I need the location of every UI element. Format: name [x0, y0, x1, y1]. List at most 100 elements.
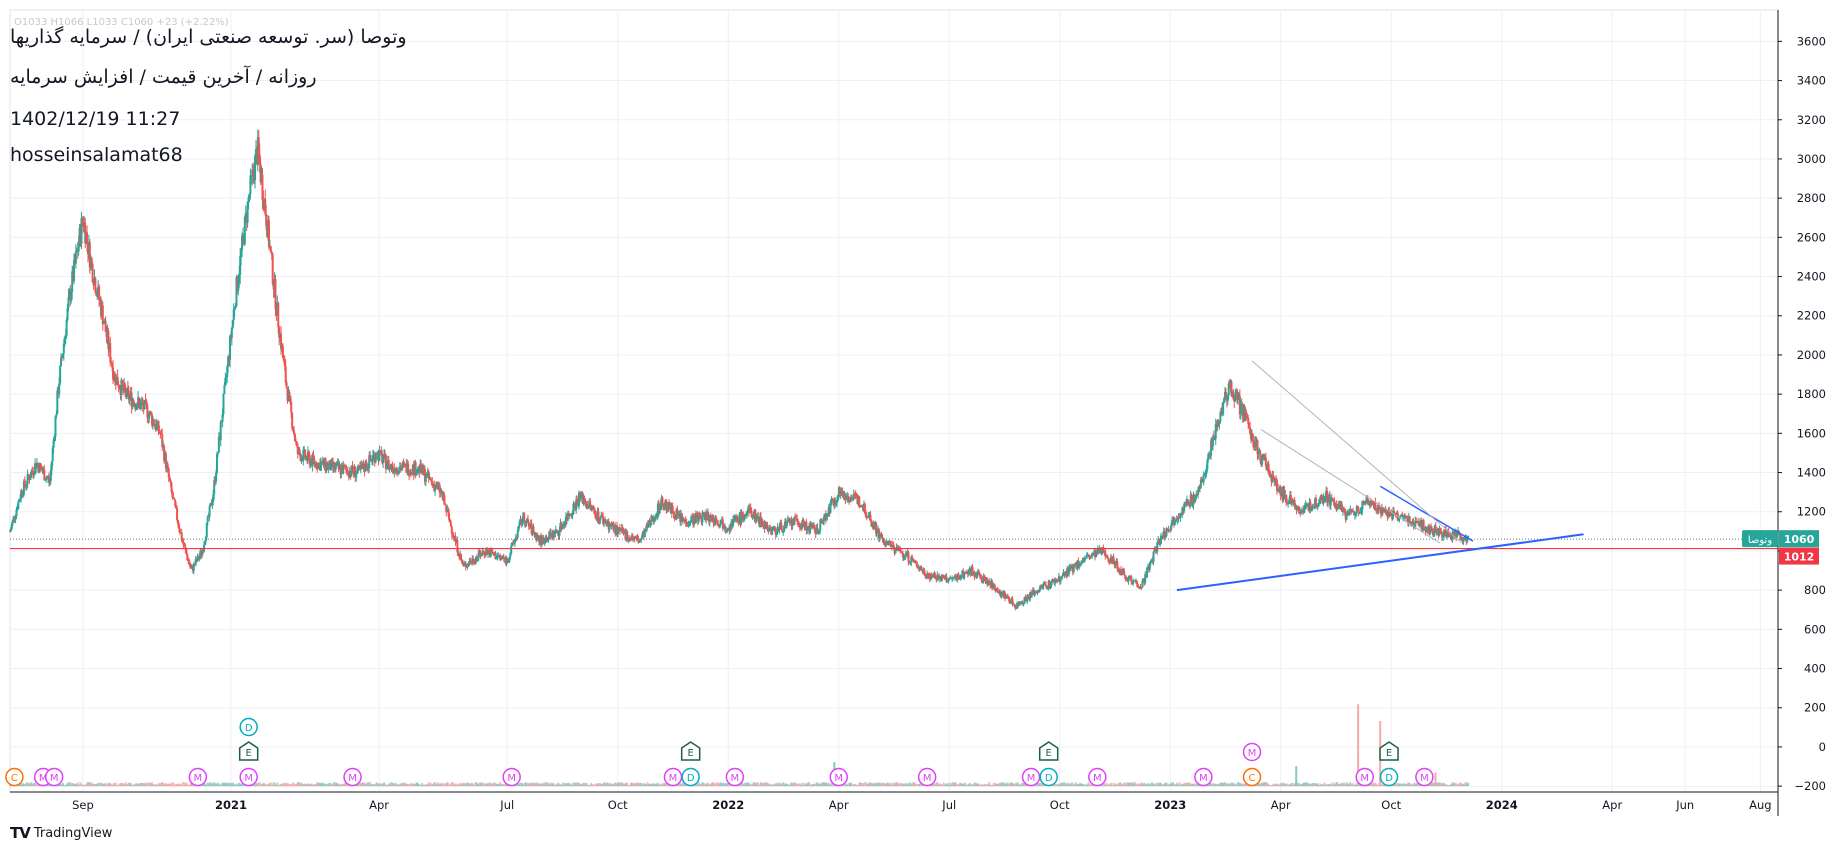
dividend-marker-icon[interactable]: [681, 767, 700, 787]
candle-body: [438, 485, 441, 493]
dividend-marker-icon[interactable]: [1379, 767, 1399, 787]
candle-body: [112, 379, 115, 381]
meeting-marker-icon[interactable]: [829, 767, 848, 787]
candle-body: [497, 555, 500, 557]
earnings-marker-icon[interactable]: [1038, 741, 1059, 761]
volume-bar: [775, 783, 778, 787]
volume-bar: [903, 783, 906, 787]
dividend-marker-icon[interactable]: [1039, 767, 1058, 787]
candle-body: [894, 548, 897, 554]
candle-body: [130, 392, 133, 407]
candle-body: [901, 551, 904, 553]
volume-bar: [1352, 783, 1355, 787]
meeting-marker-icon[interactable]: [502, 767, 521, 787]
candle-body: [270, 252, 273, 255]
event-marker-label: M: [348, 773, 357, 784]
volume-bar: [794, 782, 797, 787]
candle-body: [269, 246, 272, 253]
event-marker-label: M: [507, 773, 516, 784]
candle-body: [1390, 512, 1393, 514]
candle-body: [232, 309, 235, 321]
candle-body: [1089, 555, 1092, 559]
candle-body: [466, 563, 469, 567]
corporate-marker-icon[interactable]: [1242, 767, 1262, 787]
volume-bar: [99, 782, 102, 787]
candle-body: [1374, 501, 1377, 509]
event-marker-label: M: [1360, 773, 1369, 784]
meeting-marker-icon[interactable]: [239, 767, 258, 787]
candle-body: [170, 482, 173, 492]
candle-body: [67, 297, 70, 309]
candle-body: [1418, 522, 1421, 527]
candle-body: [1414, 520, 1417, 527]
candle-body: [1222, 401, 1225, 415]
meeting-marker-icon[interactable]: [917, 767, 937, 787]
candle-body: [598, 520, 601, 522]
earnings-marker-icon[interactable]: [1379, 741, 1399, 761]
trendline[interactable]: [1176, 533, 1584, 592]
candle-body: [858, 496, 861, 507]
candle-body: [545, 537, 548, 542]
volume-bar: [1394, 783, 1397, 787]
volume-bar: [1349, 782, 1352, 787]
candle-body: [1117, 569, 1120, 571]
candle-body: [384, 454, 387, 469]
candle-body: [722, 527, 725, 529]
candle-body: [381, 453, 384, 463]
candle-body: [686, 525, 689, 527]
volume-bar: [456, 783, 459, 787]
meeting-marker-icon[interactable]: [1088, 767, 1107, 787]
candle-body: [543, 542, 546, 544]
candle-body: [991, 583, 994, 589]
volume-bar: [67, 782, 70, 787]
meeting-marker-icon[interactable]: [1355, 767, 1374, 787]
candle-body: [1112, 556, 1115, 564]
brand-watermark[interactable]: TV TradingView: [10, 824, 112, 842]
candle-body: [805, 521, 808, 531]
event-marker-label: M: [1248, 748, 1257, 759]
meeting-marker-icon[interactable]: [1242, 742, 1262, 762]
candle-body: [621, 527, 624, 532]
meeting-marker-icon[interactable]: [44, 767, 64, 787]
candle-body: [1430, 525, 1433, 529]
candle-body: [447, 509, 450, 513]
volume-bar: [143, 783, 146, 787]
trendline[interactable]: [1260, 428, 1441, 544]
trendline[interactable]: [1379, 485, 1474, 542]
candle-body: [872, 522, 875, 529]
dividend-marker-icon[interactable]: [239, 717, 258, 737]
candle-body: [1327, 498, 1330, 503]
meeting-marker-icon[interactable]: [1415, 767, 1434, 787]
meeting-marker-icon[interactable]: [343, 767, 362, 787]
candle-body: [1432, 533, 1435, 535]
candle-body: [496, 556, 499, 559]
price-tick-label: 3600: [1797, 34, 1826, 48]
earnings-marker-icon[interactable]: [238, 741, 259, 761]
volume-bar: [889, 782, 892, 787]
volume-bar: [203, 783, 206, 787]
trendline[interactable]: [1251, 360, 1463, 544]
candle-body: [1004, 597, 1007, 599]
volume-bar: [1227, 783, 1230, 787]
meeting-marker-icon[interactable]: [188, 767, 208, 787]
candle-body: [1293, 500, 1296, 506]
volume-bar: [1110, 783, 1113, 787]
candle-body: [267, 220, 270, 248]
candle-body: [1244, 412, 1247, 421]
earnings-marker-icon[interactable]: [680, 741, 701, 761]
candle-body: [1219, 411, 1222, 422]
candle-body: [1011, 598, 1014, 605]
event-marker-label: M: [923, 773, 932, 784]
candle-body: [21, 490, 24, 495]
candle-body: [169, 480, 172, 483]
candle-body: [1399, 515, 1402, 517]
candle-body: [112, 367, 115, 380]
meeting-marker-icon[interactable]: [725, 767, 745, 787]
corporate-marker-icon[interactable]: [5, 767, 24, 787]
meeting-marker-icon[interactable]: [1194, 767, 1213, 787]
candle-body: [357, 465, 360, 472]
candle-body: [136, 405, 139, 410]
volume-bar: [223, 782, 226, 787]
